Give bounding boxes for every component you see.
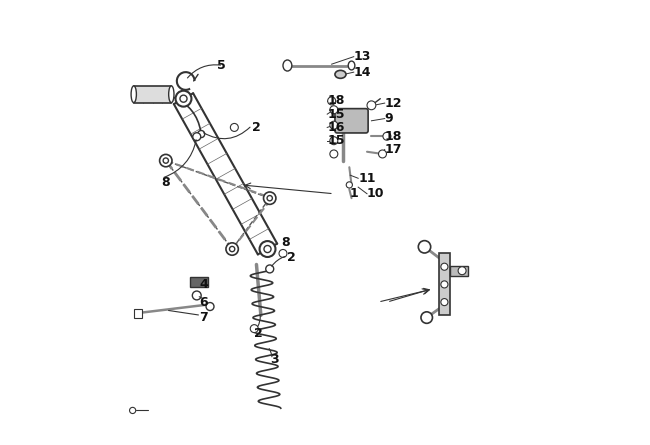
Circle shape: [206, 303, 214, 311]
Text: 8: 8: [281, 236, 289, 249]
Circle shape: [198, 130, 205, 138]
Ellipse shape: [335, 70, 346, 78]
Text: 15: 15: [327, 108, 344, 121]
Circle shape: [230, 123, 239, 131]
Circle shape: [264, 246, 271, 253]
Ellipse shape: [348, 61, 355, 70]
Circle shape: [330, 121, 338, 129]
Circle shape: [160, 154, 172, 167]
Text: 10: 10: [367, 187, 385, 200]
Circle shape: [279, 250, 287, 258]
Circle shape: [383, 132, 391, 140]
Text: 9: 9: [385, 112, 393, 125]
Circle shape: [180, 95, 187, 102]
Bar: [450, 266, 468, 275]
Bar: [134, 86, 172, 103]
Circle shape: [458, 267, 466, 275]
Circle shape: [176, 91, 192, 107]
Text: 14: 14: [354, 66, 371, 79]
Text: 6: 6: [199, 295, 207, 308]
Circle shape: [441, 299, 448, 306]
Circle shape: [163, 158, 168, 163]
Circle shape: [250, 325, 258, 332]
Text: 15: 15: [327, 134, 344, 147]
Circle shape: [367, 101, 376, 110]
Text: 2: 2: [252, 121, 261, 134]
Text: 2: 2: [254, 327, 263, 340]
Circle shape: [346, 182, 352, 188]
Circle shape: [267, 195, 272, 201]
Circle shape: [441, 281, 448, 288]
Circle shape: [421, 312, 432, 324]
Text: 3: 3: [270, 353, 278, 366]
Circle shape: [263, 192, 276, 204]
Circle shape: [328, 97, 335, 105]
Circle shape: [259, 241, 276, 257]
Text: 18: 18: [327, 94, 344, 107]
Circle shape: [330, 106, 338, 114]
Text: 4: 4: [199, 278, 208, 291]
Text: 1: 1: [349, 187, 358, 200]
Text: 7: 7: [199, 311, 208, 324]
Circle shape: [266, 265, 274, 273]
Circle shape: [378, 150, 387, 158]
FancyBboxPatch shape: [335, 109, 368, 133]
Ellipse shape: [283, 60, 292, 71]
Bar: [190, 277, 208, 287]
Circle shape: [441, 263, 448, 270]
Circle shape: [129, 407, 136, 413]
Bar: [439, 254, 450, 316]
Ellipse shape: [168, 86, 174, 103]
Circle shape: [330, 137, 338, 145]
Text: 12: 12: [385, 97, 402, 109]
Circle shape: [226, 243, 239, 255]
Text: 17: 17: [385, 143, 402, 156]
Text: 8: 8: [161, 176, 170, 189]
Text: 2: 2: [287, 251, 296, 264]
Bar: [134, 309, 142, 318]
Circle shape: [192, 291, 202, 300]
Circle shape: [330, 150, 338, 158]
Circle shape: [419, 241, 431, 253]
Text: 18: 18: [385, 130, 402, 143]
Ellipse shape: [131, 86, 136, 103]
Circle shape: [193, 133, 201, 141]
Circle shape: [229, 247, 235, 252]
Text: 13: 13: [354, 50, 371, 63]
Text: 5: 5: [216, 59, 226, 72]
FancyArrowPatch shape: [174, 97, 201, 131]
Text: 11: 11: [358, 172, 376, 185]
Text: 16: 16: [327, 121, 344, 134]
